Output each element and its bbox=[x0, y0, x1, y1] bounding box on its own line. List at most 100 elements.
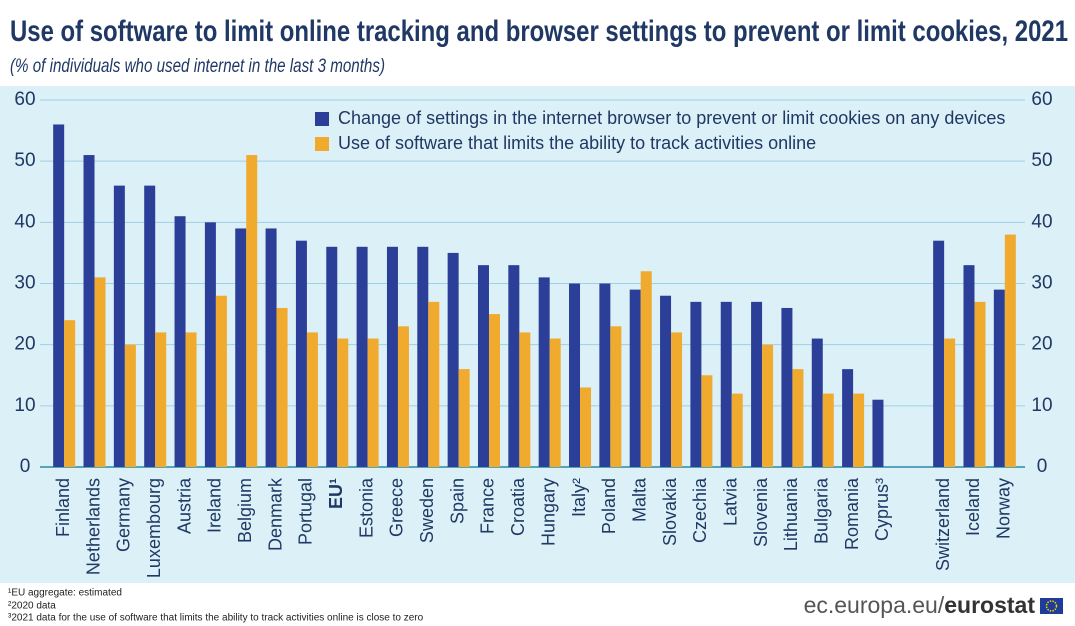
bar bbox=[276, 307, 288, 467]
bar bbox=[53, 124, 65, 467]
eu-flag bbox=[1040, 598, 1063, 614]
x-tick-label: Bulgaria bbox=[812, 477, 832, 544]
bar bbox=[569, 283, 581, 467]
bar bbox=[610, 326, 622, 467]
y-tick-label: 10 bbox=[14, 395, 35, 416]
x-tick-label: Luxembourg bbox=[144, 478, 164, 578]
bar bbox=[488, 314, 500, 467]
footnote: ¹EU aggregate: estimated bbox=[8, 588, 122, 599]
bar bbox=[811, 338, 823, 467]
x-tick-label: Spain bbox=[447, 478, 467, 524]
bar bbox=[174, 216, 186, 467]
bar bbox=[386, 246, 398, 467]
x-tick-label: Ireland bbox=[205, 478, 225, 533]
bar bbox=[326, 246, 338, 467]
y2-tick-label: 20 bbox=[1031, 334, 1052, 355]
bar bbox=[417, 246, 429, 467]
y-tick-label: 50 bbox=[14, 150, 35, 171]
bar bbox=[944, 338, 956, 467]
x-tick-label: Switzerland bbox=[933, 478, 953, 571]
x-tick-label: Estonia bbox=[356, 477, 376, 538]
x-tick-label: Iceland bbox=[963, 478, 983, 536]
bar bbox=[235, 228, 247, 467]
y-tick-label: 30 bbox=[14, 273, 35, 294]
x-tick-label: EU¹ bbox=[326, 478, 346, 509]
x-tick-label: Poland bbox=[599, 478, 619, 534]
y-tick-label: 0 bbox=[20, 456, 31, 477]
x-tick-label: Malta bbox=[629, 477, 649, 522]
x-tick-label: Czechia bbox=[690, 477, 710, 543]
bar bbox=[762, 344, 774, 467]
bar bbox=[629, 289, 641, 467]
bar bbox=[872, 399, 884, 467]
bar bbox=[428, 301, 440, 467]
legend-label: Change of settings in the internet brows… bbox=[338, 108, 1005, 128]
bar bbox=[671, 332, 683, 467]
bar bbox=[933, 240, 945, 467]
bar bbox=[538, 277, 550, 467]
y-tick-label: 60 bbox=[14, 89, 35, 110]
bar bbox=[306, 332, 318, 467]
legend-swatch bbox=[315, 137, 329, 151]
bar bbox=[974, 301, 986, 467]
footnote: ²2020 data bbox=[8, 601, 56, 612]
x-tick-label: Latvia bbox=[720, 477, 740, 526]
bar bbox=[337, 338, 349, 467]
bar bbox=[295, 240, 307, 467]
bar bbox=[367, 338, 379, 467]
bar bbox=[447, 252, 459, 467]
bar bbox=[993, 289, 1005, 467]
bar bbox=[155, 332, 167, 467]
bar bbox=[781, 307, 793, 467]
x-tick-label: Romania bbox=[842, 477, 862, 550]
bar bbox=[792, 369, 804, 467]
x-tick-label: Denmark bbox=[265, 477, 285, 551]
footnote: ³2021 data for the use of software that … bbox=[8, 613, 424, 624]
y-tick-label: 40 bbox=[14, 211, 35, 232]
bar bbox=[124, 344, 136, 467]
x-tick-label: Sweden bbox=[417, 478, 437, 543]
x-tick-label: Croatia bbox=[508, 477, 528, 536]
legend-swatch bbox=[315, 112, 329, 126]
bar bbox=[842, 369, 854, 467]
x-tick-label: Belgium bbox=[235, 478, 255, 543]
bar bbox=[751, 301, 763, 467]
bar bbox=[83, 155, 95, 468]
bar bbox=[963, 265, 975, 467]
x-tick-label: Finland bbox=[53, 478, 73, 537]
x-tick-label: France bbox=[478, 478, 498, 534]
bar bbox=[356, 246, 368, 467]
chart-title: Use of software to limit online tracking… bbox=[10, 15, 1068, 48]
bar bbox=[113, 185, 125, 467]
x-tick-label: Lithuania bbox=[781, 477, 801, 551]
source-brand: eurostat bbox=[944, 592, 1035, 618]
x-tick-label: Norway bbox=[994, 478, 1014, 539]
bar bbox=[94, 277, 106, 467]
bar bbox=[519, 332, 531, 467]
y2-tick-label: 0 bbox=[1037, 456, 1048, 477]
bar bbox=[185, 332, 197, 467]
x-tick-label: Netherlands bbox=[83, 478, 103, 575]
y-tick-label: 20 bbox=[14, 334, 35, 355]
bar bbox=[246, 155, 258, 468]
source: ec.europa.eu/eurostat bbox=[804, 592, 1036, 618]
x-tick-label: Hungary bbox=[538, 478, 558, 546]
bar bbox=[701, 375, 713, 467]
x-tick-label: Portugal bbox=[296, 478, 316, 545]
bar bbox=[853, 393, 865, 467]
bar bbox=[204, 222, 216, 467]
bar bbox=[508, 265, 520, 467]
x-tick-label: Austria bbox=[174, 477, 194, 534]
x-tick-label: Germany bbox=[114, 478, 134, 552]
chart-subtitle: (% of individuals who used internet in t… bbox=[10, 56, 385, 77]
bar bbox=[720, 301, 732, 467]
y2-tick-label: 40 bbox=[1031, 211, 1052, 232]
y2-tick-label: 30 bbox=[1031, 273, 1052, 294]
x-tick-label: Cyprus³ bbox=[872, 478, 892, 541]
y2-tick-label: 50 bbox=[1031, 150, 1052, 171]
bar bbox=[64, 320, 76, 467]
bar bbox=[1004, 234, 1016, 467]
legend-label: Use of software that limits the ability … bbox=[338, 133, 816, 153]
x-tick-label: Slovenia bbox=[751, 477, 771, 547]
